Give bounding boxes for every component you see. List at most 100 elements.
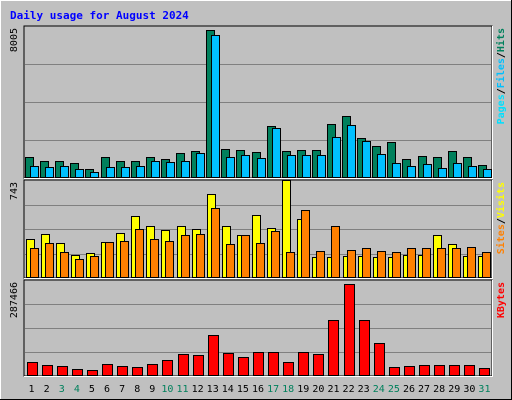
bar-kbytes-day-1 — [27, 362, 38, 376]
x-tick-label-day-19: 19 — [297, 384, 309, 395]
bar-kbytes-day-15 — [238, 357, 249, 376]
bar-files-day-24 — [377, 154, 386, 178]
bar-files-day-15 — [241, 155, 250, 178]
x-tick-label-day-29: 29 — [448, 384, 460, 395]
bar-files-day-29 — [453, 163, 462, 178]
x-tick-label-day-30: 30 — [463, 384, 475, 395]
bar-sites-day-13 — [211, 208, 220, 278]
bar-files-day-14 — [226, 157, 235, 178]
bar-sites-day-12 — [196, 234, 205, 278]
bar-files-day-30 — [468, 166, 477, 178]
bar-files-day-10 — [166, 162, 175, 178]
bar-files-day-16 — [257, 158, 266, 178]
bar-kbytes-day-21 — [328, 320, 339, 376]
x-tick-label-day-28: 28 — [433, 384, 445, 395]
bar-sites-day-19 — [301, 210, 310, 278]
bar-files-day-3 — [60, 166, 69, 178]
bar-kbytes-day-11 — [178, 354, 189, 376]
legend-entry: Files — [495, 58, 507, 88]
bar-sites-day-21 — [331, 226, 340, 278]
bar-sites-day-31 — [482, 252, 491, 278]
x-tick-label-day-7: 7 — [119, 384, 125, 395]
bar-sites-day-11 — [181, 235, 190, 278]
bar-sites-day-25 — [392, 252, 401, 278]
x-tick-label-day-26: 26 — [403, 384, 415, 395]
x-tick-label-day-14: 14 — [222, 384, 234, 395]
bar-kbytes-day-31 — [479, 368, 490, 376]
bar-files-day-2 — [45, 167, 54, 178]
bar-files-day-31 — [483, 169, 492, 178]
bar-kbytes-day-23 — [359, 320, 370, 376]
y-axis-max-label: 8005 — [9, 28, 20, 52]
legend-entry: Sites — [495, 224, 507, 254]
legend-entry: / — [496, 218, 507, 224]
legend-entry: KBytes — [496, 282, 507, 318]
bar-files-day-6 — [106, 167, 115, 178]
bar-sites-day-22 — [347, 250, 356, 278]
legend-visits-sites: Sites/Visits — [495, 182, 507, 254]
bar-files-day-9 — [151, 161, 160, 178]
bar-kbytes-day-6 — [102, 364, 113, 376]
x-tick-label-day-12: 12 — [192, 384, 204, 395]
bar-kbytes-day-16 — [253, 352, 264, 376]
bar-files-day-23 — [362, 141, 371, 178]
bar-sites-day-26 — [407, 248, 416, 278]
x-tick-label-day-5: 5 — [89, 384, 95, 395]
x-tick-label-day-21: 21 — [327, 384, 339, 395]
x-tick-label-day-23: 23 — [358, 384, 370, 395]
bar-files-day-27 — [423, 164, 432, 178]
bar-files-day-18 — [287, 155, 296, 178]
x-tick-label-day-10: 10 — [161, 384, 173, 395]
bar-kbytes-day-12 — [193, 355, 204, 376]
bar-kbytes-day-24 — [374, 343, 385, 376]
bar-kbytes-day-25 — [389, 367, 400, 376]
bar-files-day-26 — [407, 166, 416, 178]
bar-files-day-25 — [392, 163, 401, 178]
bar-files-day-21 — [332, 137, 341, 178]
bar-sites-day-29 — [452, 248, 461, 278]
bar-files-day-11 — [181, 161, 190, 178]
bar-files-day-4 — [75, 169, 84, 178]
bar-kbytes-day-26 — [404, 366, 415, 376]
y-axis-max-label: 743 — [9, 182, 20, 200]
bar-files-day-5 — [90, 172, 99, 178]
bar-sites-day-17 — [271, 231, 280, 278]
bar-sites-day-5 — [90, 256, 99, 278]
bar-kbytes-day-18 — [283, 362, 294, 376]
bar-sites-day-4 — [75, 259, 84, 278]
bar-files-day-28 — [438, 168, 447, 178]
bar-kbytes-day-10 — [162, 360, 173, 376]
x-tick-label-day-4: 4 — [74, 384, 80, 395]
legend-kbytes: KBytes — [496, 282, 507, 318]
bar-sites-day-2 — [45, 243, 54, 278]
bar-kbytes-day-19 — [298, 352, 309, 376]
bar-kbytes-day-2 — [42, 365, 53, 376]
x-tick-label-day-16: 16 — [252, 384, 264, 395]
x-tick-label-day-9: 9 — [149, 384, 155, 395]
bar-kbytes-day-13 — [208, 335, 219, 376]
legend-entry: Pages — [496, 94, 507, 124]
bar-files-day-12 — [196, 153, 205, 178]
bar-files-day-22 — [347, 125, 356, 178]
bar-kbytes-day-28 — [434, 365, 445, 376]
x-tick-label-day-8: 8 — [134, 384, 140, 395]
bar-sites-day-23 — [362, 248, 371, 278]
bar-kbytes-day-20 — [313, 354, 324, 376]
bar-sites-day-10 — [165, 241, 174, 278]
legend-entry: / — [496, 52, 507, 58]
bar-sites-day-27 — [422, 248, 431, 278]
legend-hits-files-pages: Pages/Files/Hits — [495, 28, 507, 124]
bar-sites-day-14 — [226, 244, 235, 278]
bar-sites-day-30 — [467, 247, 476, 278]
x-tick-label-day-27: 27 — [418, 384, 430, 395]
bar-kbytes-day-4 — [72, 369, 83, 376]
bar-sites-day-24 — [377, 251, 386, 278]
bar-kbytes-day-30 — [464, 365, 475, 376]
chart-title: Daily usage for August 2024 — [10, 9, 189, 22]
bar-files-day-1 — [30, 166, 39, 178]
bar-sites-day-20 — [316, 251, 325, 278]
bar-sites-day-15 — [241, 235, 250, 278]
bar-files-day-8 — [136, 166, 145, 178]
bar-kbytes-day-3 — [57, 366, 68, 376]
x-tick-label-day-20: 20 — [312, 384, 324, 395]
